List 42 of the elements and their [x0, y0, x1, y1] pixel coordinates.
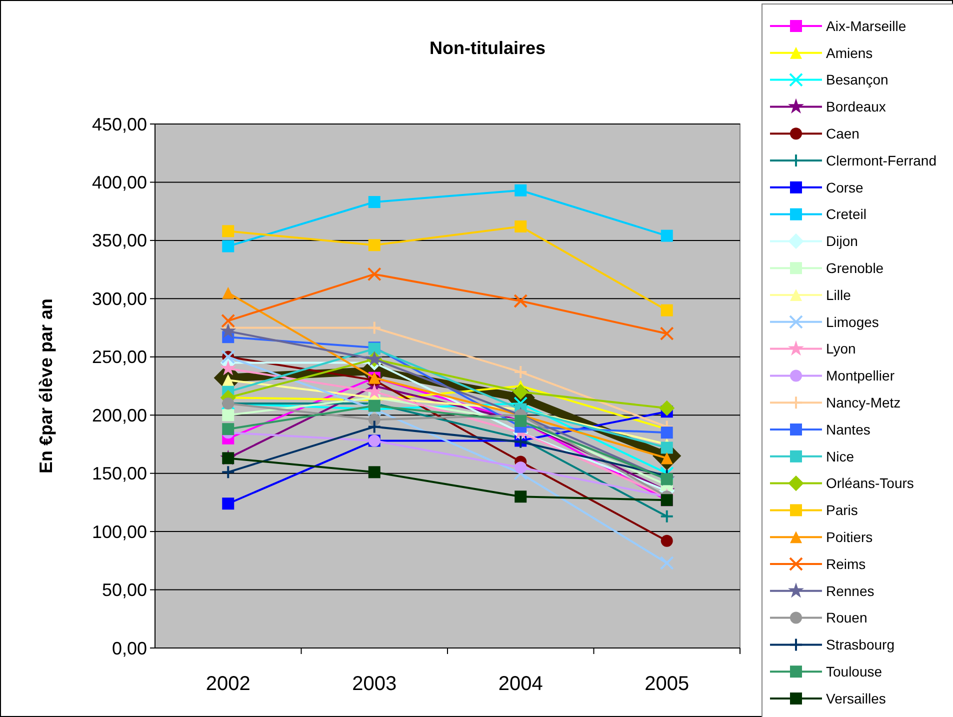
- legend-label: Grenoble: [826, 260, 884, 276]
- y-tick-label: 450,00: [92, 114, 147, 134]
- y-tick-label: 150,00: [92, 464, 147, 484]
- chart-title: Non-titulaires: [429, 38, 546, 58]
- legend-label: Rouen: [826, 610, 868, 626]
- legend-label: Clermont-Ferrand: [826, 152, 936, 168]
- y-tick-label: 350,00: [92, 230, 147, 251]
- legend-label: Limoges: [826, 314, 879, 330]
- legend-label: Amiens: [826, 44, 873, 61]
- y-tick-label: 50,00: [102, 580, 147, 600]
- legend-label: Creteil: [826, 206, 866, 222]
- legend-label: Aix-Marseille: [826, 18, 906, 34]
- legend-label: Nantes: [826, 421, 870, 438]
- legend-label: Dijon: [826, 233, 858, 250]
- y-tick-label: 300,00: [92, 288, 147, 309]
- legend-label: Strasbourg: [826, 636, 894, 653]
- y-tick-label: 100,00: [92, 522, 147, 542]
- y-axis-title: En €par élève par an: [36, 298, 56, 474]
- legend-label: Nice: [826, 448, 854, 464]
- legend-label: Rennes: [826, 582, 874, 599]
- y-tick-label: 400,00: [92, 172, 147, 193]
- legend-label: Bordeaux: [826, 98, 886, 115]
- y-tick-label: 250,00: [92, 347, 147, 368]
- legend-label: Lille: [826, 286, 852, 303]
- legend-label: Reims: [826, 556, 866, 572]
- legend-label: Corse: [826, 179, 864, 196]
- legend-label: Montpellier: [826, 368, 895, 384]
- legend-label: Caen: [826, 126, 860, 142]
- legend-label: Poitiers: [826, 529, 873, 545]
- x-tick-label: 2003: [352, 673, 397, 695]
- y-tick-label: 200,00: [92, 405, 147, 426]
- x-tick-label: 2004: [498, 673, 543, 695]
- legend-label: Nancy-Metz: [826, 394, 901, 410]
- legend-label: Besançon: [826, 72, 888, 88]
- legend-label: Versailles: [826, 690, 886, 706]
- legend-label: Paris: [826, 502, 858, 518]
- legend-label: Lyon: [826, 340, 856, 357]
- legend-label: Orléans-Tours: [826, 475, 914, 492]
- legend-label: Toulouse: [826, 664, 882, 680]
- y-tick-label: 0,00: [112, 638, 147, 658]
- x-tick-label: 2005: [644, 673, 690, 695]
- x-tick-label: 2002: [206, 673, 250, 695]
